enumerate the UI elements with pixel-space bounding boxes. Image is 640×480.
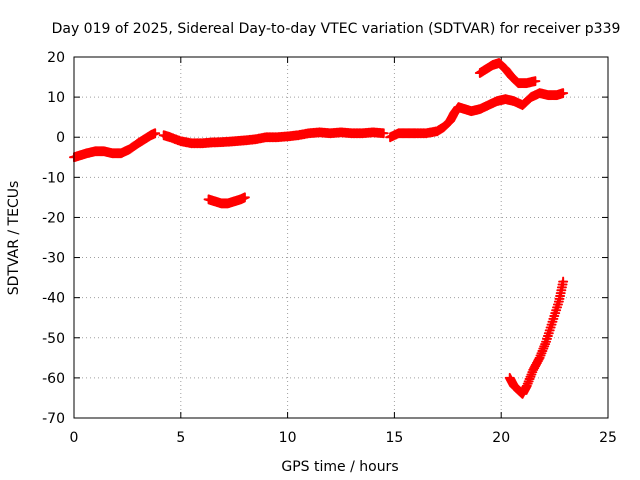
data-point bbox=[530, 76, 541, 87]
x-tick-label: 15 bbox=[385, 430, 403, 446]
series-high bbox=[474, 58, 541, 89]
data-point bbox=[239, 192, 250, 203]
chart-title: Day 019 of 2025, Sidereal Day-to-day VTE… bbox=[52, 21, 621, 37]
series-early bbox=[69, 128, 161, 163]
data-point bbox=[558, 276, 569, 287]
y-tick-label: -20 bbox=[42, 210, 65, 226]
y-axis-title: SDTVAR / TECUs bbox=[6, 181, 22, 296]
y-tick-label: 0 bbox=[56, 130, 65, 146]
data-marks bbox=[69, 58, 569, 399]
y-tick-label: -60 bbox=[42, 371, 65, 387]
series-dip bbox=[203, 192, 250, 209]
y-tick-label: 10 bbox=[47, 90, 65, 106]
y-tick-label: -50 bbox=[42, 331, 65, 347]
data-point bbox=[150, 128, 161, 139]
x-axis-title: GPS time / hours bbox=[281, 459, 398, 475]
y-tick-label: -30 bbox=[42, 251, 65, 267]
x-tick-label: 20 bbox=[492, 430, 510, 446]
series-morning bbox=[158, 127, 389, 149]
grid bbox=[74, 57, 608, 418]
series-afternoon bbox=[385, 88, 569, 143]
x-tick-label: 0 bbox=[70, 430, 79, 446]
y-tick-label: 20 bbox=[47, 50, 65, 66]
y-tick-label: -10 bbox=[42, 170, 65, 186]
x-tick-label: 10 bbox=[279, 430, 297, 446]
series-steep bbox=[504, 276, 569, 399]
x-tick-label: 5 bbox=[176, 430, 185, 446]
y-tick-label: -70 bbox=[42, 411, 65, 427]
data-point bbox=[558, 88, 569, 99]
data-point bbox=[378, 128, 389, 139]
plot-frame bbox=[73, 56, 609, 419]
x-tick-label: 25 bbox=[599, 430, 617, 446]
y-tick-label: -40 bbox=[42, 291, 65, 307]
ticks bbox=[73, 56, 609, 419]
tick-labels: 0 5 10 15 20 25 -70 -60 -50 -40 -30 -20 -10 0 10 20 bbox=[42, 50, 617, 446]
